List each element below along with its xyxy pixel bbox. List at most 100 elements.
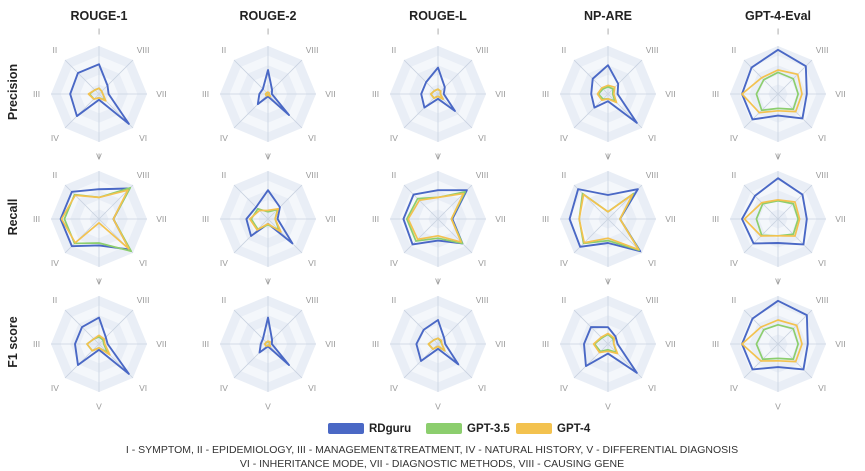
axis-spoke (437, 59, 473, 95)
axis-label-vii: VII (665, 214, 675, 224)
axis-label-ii: II (732, 45, 737, 55)
axis-label-iii: III (33, 89, 40, 99)
axis-label-iii: III (712, 89, 719, 99)
axis-spoke (98, 59, 134, 95)
axis-label-v: V (435, 151, 441, 161)
series-rdguru (256, 69, 290, 116)
axis-label-iii: III (202, 214, 209, 224)
axis-label-v: V (605, 401, 611, 411)
axis-label-ii: II (53, 295, 58, 305)
axis-label-v: V (605, 151, 611, 161)
axis-spoke (267, 184, 303, 220)
axis-label-vi: VI (478, 258, 486, 268)
axis-label-vi: VI (308, 258, 316, 268)
axis-label-vii: VII (495, 214, 505, 224)
axis-label-i: I (777, 152, 779, 162)
axis-label-ii: II (222, 45, 227, 55)
axis-label-i: I (437, 152, 439, 162)
axis-label-viii: VIII (816, 295, 829, 305)
series-rdguru (741, 299, 809, 371)
axis-label-vi: VI (818, 133, 826, 143)
legend-label-gpt-3-5: GPT-3.5 (467, 423, 510, 435)
axis-label-iii: III (202, 339, 209, 349)
axis-label-v: V (265, 401, 271, 411)
axis-label-iii: III (33, 214, 40, 224)
radar-charts: IIIIIIIVVVIVIIVIIIIIIIIIIVVVIVIIVIIIIIII… (33, 27, 846, 412)
series-gpt-4 (578, 193, 640, 251)
axis-label-vii: VII (325, 339, 335, 349)
axis-label-viii: VIII (816, 170, 829, 180)
axis-spoke (573, 184, 609, 220)
axis-label-iii: III (372, 89, 379, 99)
axis-label-ii: II (53, 170, 58, 180)
axis-label-vii: VII (325, 214, 335, 224)
axis-label-v: V (775, 276, 781, 286)
axis-label-i: I (777, 277, 779, 287)
series-gpt-4 (596, 84, 618, 104)
series-gpt-4 (592, 332, 619, 355)
series-gpt-4 (743, 198, 801, 237)
axis-label-vi: VI (478, 383, 486, 393)
axis-label-vi: VI (818, 258, 826, 268)
axis-label-v: V (96, 401, 102, 411)
axis-label-i: I (777, 27, 779, 37)
legend-label-rdguru: RDguru (369, 423, 411, 435)
series-gpt-3-5 (755, 71, 800, 112)
axis-spoke (403, 218, 439, 254)
legend-label-gpt-4: GPT-4 (557, 423, 591, 435)
axis-label-v: V (96, 151, 102, 161)
axis-spoke (267, 59, 303, 95)
axis-label-v: V (775, 151, 781, 161)
axis-spoke (403, 309, 439, 345)
series-gpt-4 (248, 207, 282, 233)
axis-label-i: I (98, 27, 100, 37)
axis-label-vii: VII (495, 89, 505, 99)
series-gpt-4 (86, 334, 111, 356)
footnote-line-1: I - SYMPTOM, II - EPIDEMIOLOGY, III - MA… (126, 444, 738, 456)
axis-label-i: I (267, 277, 269, 287)
axis-label-iii: III (202, 89, 209, 99)
axis-label-iv: IV (560, 133, 568, 143)
axis-label-viii: VIII (646, 45, 659, 55)
axis-label-ii: II (732, 295, 737, 305)
axis-label-viii: VIII (306, 45, 319, 55)
legend-swatch-gpt-4 (516, 423, 552, 434)
axis-label-iii: III (542, 339, 549, 349)
axis-label-vii: VII (156, 214, 166, 224)
axis-label-v: V (435, 276, 441, 286)
metric-title-np-are: NP-ARE (584, 9, 632, 23)
legend-item-rdguru: RDguru (328, 423, 411, 435)
axis-label-vii: VII (156, 89, 166, 99)
axis-label-vi: VI (478, 133, 486, 143)
axis-label-vi: VI (818, 383, 826, 393)
series-rdguru (583, 326, 638, 374)
axis-label-ii: II (562, 45, 567, 55)
series-rdguru (420, 66, 456, 112)
axis-label-vii: VII (835, 214, 845, 224)
axis-spoke (403, 59, 439, 95)
axis-spoke (437, 218, 473, 254)
axis-label-ii: II (562, 295, 567, 305)
axis-label-vi: VI (139, 383, 147, 393)
axis-label-viii: VIII (646, 295, 659, 305)
axis-label-ii: II (732, 170, 737, 180)
axis-spoke (743, 59, 779, 95)
axis-label-iv: IV (560, 258, 568, 268)
legend-item-gpt-3-5: GPT-3.5 (426, 423, 510, 435)
axis-label-i: I (437, 27, 439, 37)
series-gpt-3-5 (755, 323, 800, 361)
row-title-recall: Recall (6, 199, 20, 236)
axis-label-viii: VIII (476, 295, 489, 305)
series-gpt-4 (427, 337, 446, 352)
axis-label-v: V (435, 401, 441, 411)
